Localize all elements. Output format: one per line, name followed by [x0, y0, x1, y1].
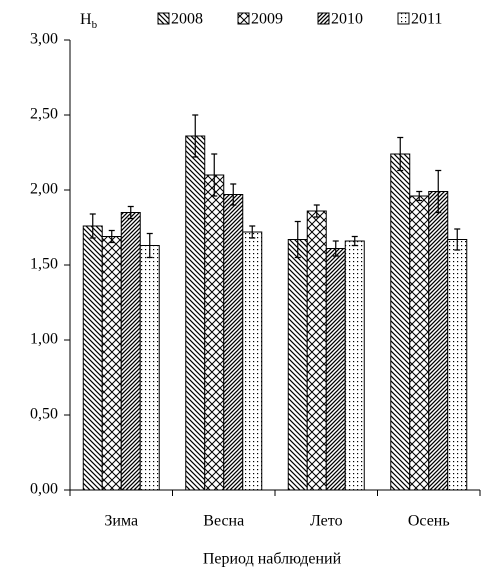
error-bar — [435, 169, 442, 214]
error-bar — [249, 225, 256, 239]
y-axis-label: Hb — [80, 11, 98, 31]
bar — [242, 231, 263, 491]
y-tick-label: 1,50 — [30, 256, 58, 273]
error-bar — [192, 114, 199, 158]
bar — [390, 153, 411, 491]
legend-label: 2008 — [171, 11, 203, 28]
bar — [204, 174, 225, 491]
bar — [82, 225, 103, 491]
legend-label: 2010 — [331, 11, 363, 28]
error-bar — [313, 204, 320, 218]
bar — [428, 191, 449, 491]
y-tick-label: 2,00 — [30, 181, 58, 198]
error-bar — [454, 228, 461, 251]
bar — [344, 240, 365, 491]
legend-swatch — [397, 12, 410, 25]
bar — [306, 210, 327, 491]
y-tick-label: 1,00 — [30, 331, 58, 348]
error-bar — [108, 229, 115, 244]
error-bar — [89, 213, 96, 239]
legend-label: 2011 — [411, 11, 442, 28]
error-bar — [294, 220, 301, 259]
y-tick-label: 3,00 — [30, 31, 58, 48]
bar — [287, 239, 308, 491]
y-tick-label: 2,50 — [30, 106, 58, 123]
error-bar — [127, 205, 134, 220]
y-tick-label: 0,00 — [30, 481, 58, 498]
x-tick-label: Зима — [104, 513, 138, 530]
y-tick-label: 0,50 — [30, 406, 58, 423]
bar — [185, 135, 206, 491]
legend-swatch — [317, 12, 330, 25]
error-bar — [416, 190, 423, 202]
error-bar — [351, 235, 358, 247]
legend-swatch — [157, 12, 170, 25]
error-bar — [211, 153, 218, 197]
bar — [120, 212, 141, 491]
x-tick-label: Весна — [203, 513, 244, 530]
error-bar — [397, 136, 404, 172]
y-label-text: H — [80, 11, 92, 28]
bar — [325, 248, 346, 491]
bar — [101, 236, 122, 491]
bar — [447, 239, 468, 491]
x-tick-label: Осень — [408, 513, 450, 530]
y-label-subscript: b — [92, 19, 98, 31]
legend-label: 2009 — [251, 11, 283, 28]
bar — [139, 245, 160, 491]
bar — [223, 194, 244, 491]
error-bar — [332, 240, 339, 257]
x-axis-label: Период наблюдений — [203, 551, 342, 568]
legend-swatch — [237, 12, 250, 25]
bar — [409, 195, 430, 491]
x-tick-label: Лето — [310, 513, 343, 530]
error-bar — [230, 183, 237, 206]
error-bar — [146, 232, 153, 259]
